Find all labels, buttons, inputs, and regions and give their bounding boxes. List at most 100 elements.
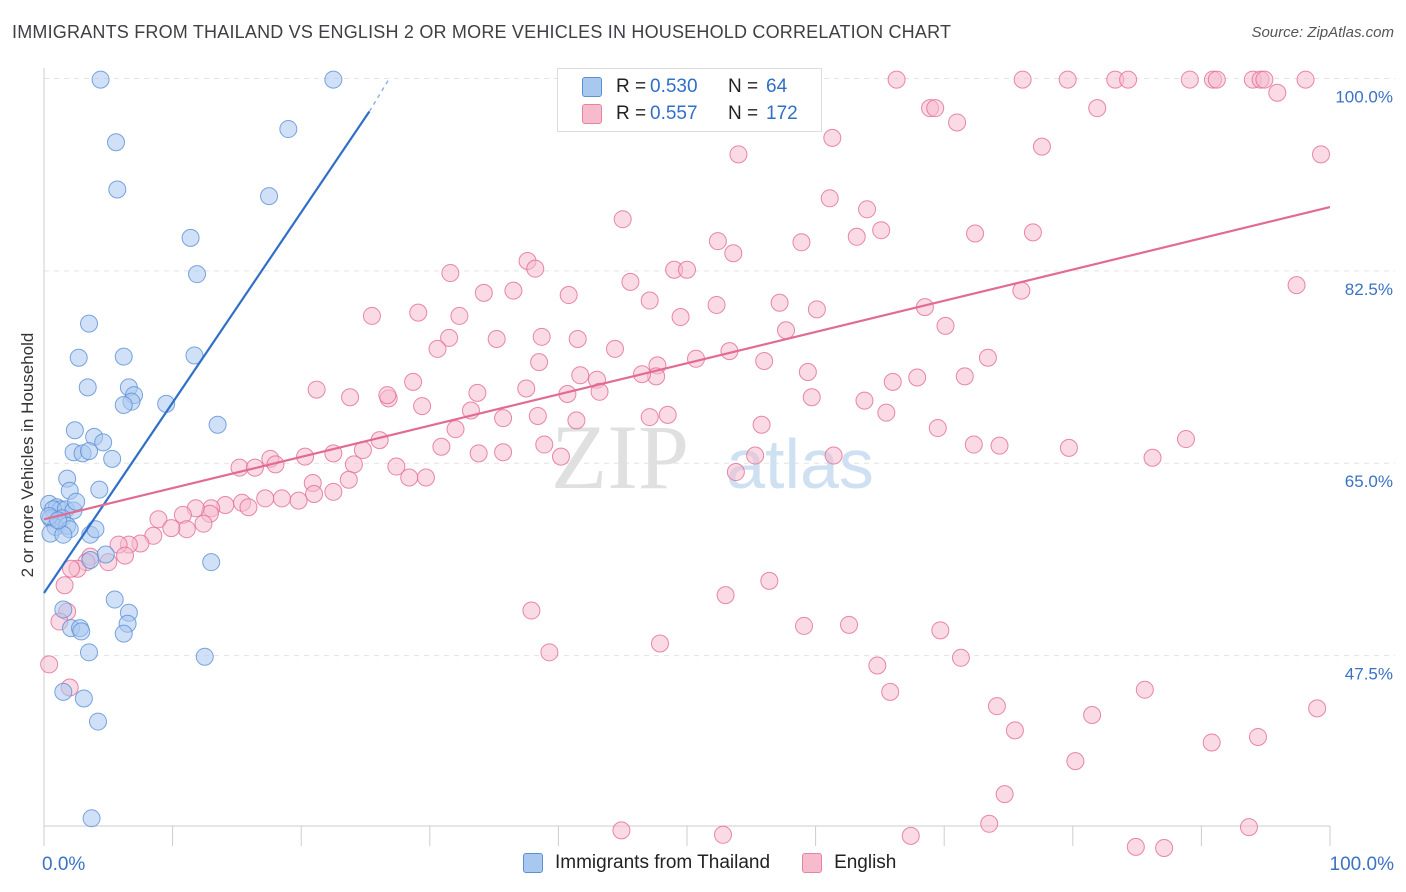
english-point <box>671 308 690 327</box>
y-tick-label: 47.5% <box>1345 665 1393 684</box>
thailand-point <box>89 712 108 731</box>
thailand-point <box>279 120 298 139</box>
english-point <box>177 520 196 539</box>
english-point <box>474 283 493 302</box>
thailand-trendline-extension <box>368 79 390 112</box>
english-point <box>1248 727 1267 746</box>
english-trendline <box>43 206 1331 521</box>
english-point <box>948 113 967 132</box>
legend-item-thailand[interactable]: Immigrants from Thailand <box>523 852 770 874</box>
source-credit: Source: ZipAtlas.com <box>1251 24 1394 41</box>
english-point <box>1013 70 1032 89</box>
english-point <box>362 306 381 325</box>
english-point <box>1296 70 1315 89</box>
english-point <box>724 244 743 263</box>
english-point <box>868 656 887 675</box>
english-point <box>305 485 324 504</box>
english-point <box>1268 83 1287 102</box>
english-point <box>40 655 59 674</box>
thailand-point <box>96 545 115 564</box>
english-point <box>678 260 696 279</box>
english-point <box>535 435 554 454</box>
english-point <box>926 99 945 118</box>
english-point <box>1059 438 1078 457</box>
thailand-point <box>54 600 73 619</box>
legend-n-label: N = <box>728 103 759 124</box>
english-point <box>1083 705 1102 724</box>
english-point <box>901 826 920 845</box>
english-point <box>522 601 541 620</box>
thailand-point <box>324 70 343 89</box>
english-point <box>650 634 669 653</box>
english-point <box>955 367 974 386</box>
english-point <box>1180 70 1199 89</box>
english-point <box>1012 281 1031 300</box>
thailand-point <box>67 492 86 511</box>
english-point <box>858 200 877 219</box>
legend-swatch-thailand <box>582 77 602 97</box>
thailand-point <box>80 442 99 461</box>
thailand-point <box>74 689 93 708</box>
thailand-point <box>181 228 200 247</box>
legend-n-value: 64 <box>766 76 788 97</box>
series-legend: Immigrants from Thailand English <box>523 852 928 874</box>
english-point <box>239 498 258 517</box>
english-point <box>1176 430 1195 449</box>
thailand-point <box>80 314 99 333</box>
english-point <box>820 189 839 208</box>
legend-item-english[interactable]: English <box>802 852 896 874</box>
english-point <box>966 224 985 243</box>
english-point <box>62 559 81 578</box>
legend-n-value: 172 <box>766 103 798 124</box>
thailand-point <box>114 395 133 414</box>
english-point <box>995 785 1014 804</box>
legend-row-thailand: R = 0.530 N = 64 <box>582 74 787 100</box>
english-point <box>416 468 435 487</box>
english-point <box>378 386 397 405</box>
axes <box>43 68 1331 846</box>
english-point <box>409 303 428 322</box>
tick-labels: 100.0% 82.5% 65.0% 47.5% 0.0% 100.0% <box>42 87 1394 875</box>
english-point <box>824 446 843 465</box>
english-point <box>640 291 659 310</box>
english-point <box>1023 223 1042 242</box>
thailand-point <box>82 809 101 828</box>
english-point <box>1126 837 1145 856</box>
y-tick-label: 82.5% <box>1345 280 1393 299</box>
english-point <box>1207 70 1226 89</box>
english-point <box>978 348 997 367</box>
thailand-point <box>80 643 99 662</box>
english-point <box>980 814 999 833</box>
english-point <box>1088 99 1107 118</box>
english-point <box>1135 680 1154 699</box>
english-point <box>428 339 447 358</box>
legend-label-thailand: Immigrants from Thailand <box>555 852 771 873</box>
thailand-point <box>185 346 204 365</box>
english-point <box>987 697 1006 716</box>
english-point <box>746 446 765 465</box>
english-point <box>908 368 927 387</box>
english-point <box>551 447 570 466</box>
english-point <box>823 128 842 147</box>
english-point <box>568 330 587 349</box>
x-tick-label: 100.0% <box>1330 854 1395 875</box>
english-point <box>798 362 817 381</box>
english-point <box>840 615 859 634</box>
english-point <box>613 210 632 229</box>
english-point <box>540 643 559 662</box>
english-point <box>530 353 549 372</box>
english-point <box>621 272 640 291</box>
english-point <box>881 682 900 701</box>
legend-swatch-thailand <box>523 853 543 873</box>
thailand-point <box>69 348 88 367</box>
legend-swatch-english <box>582 104 602 124</box>
stats-legend: R = 0.530 N = 64 R = 0.557 N = 172 <box>557 68 822 132</box>
english-point <box>1202 733 1221 752</box>
thailand-trendline <box>43 110 371 594</box>
english-point <box>847 227 866 246</box>
thailand-point <box>91 70 110 89</box>
x-tick-label: 0.0% <box>42 854 85 875</box>
english-point <box>1005 721 1024 740</box>
english-point <box>777 321 796 340</box>
